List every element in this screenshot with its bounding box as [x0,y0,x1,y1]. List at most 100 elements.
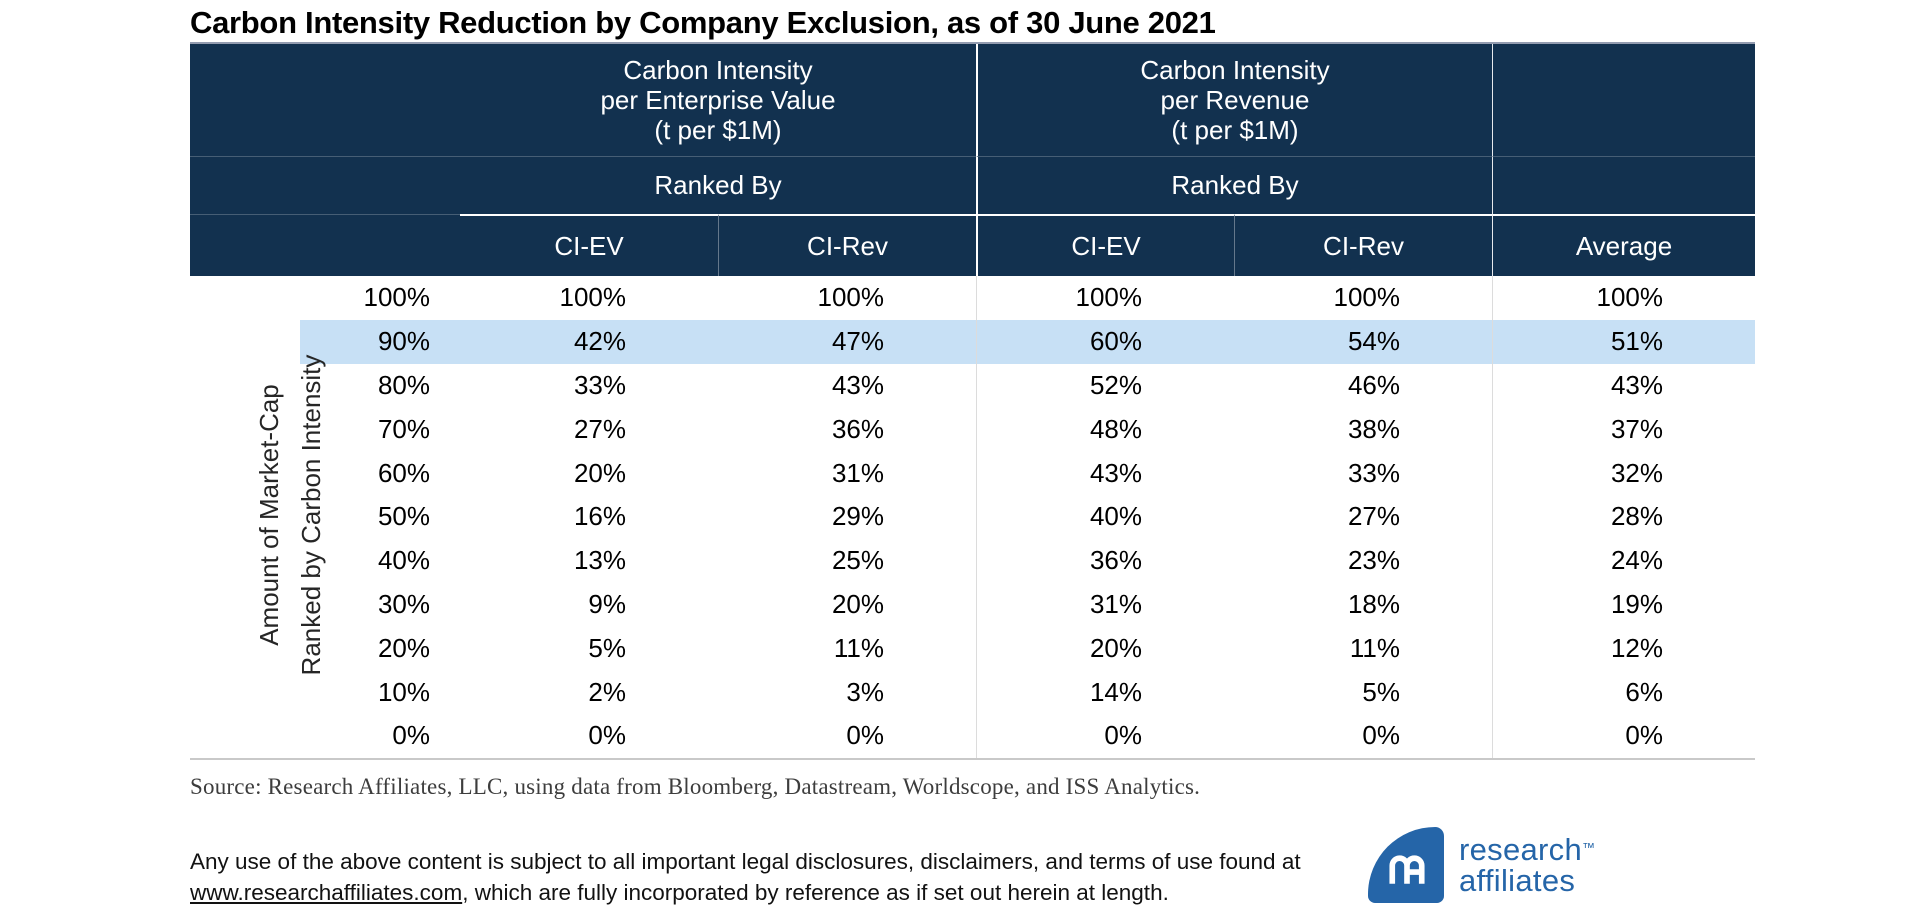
value-cell: 36% [976,538,1234,583]
trademark-symbol: ™ [1582,840,1596,855]
row-label: 90% [300,319,460,364]
row-gutter [190,670,300,714]
table-header: Carbon Intensity per Enterprise Value (t… [190,42,1755,276]
table-body: 100% 100% 100% 100% 100% 100% 90% 42% 47% 60% 54% 5… [190,276,1755,760]
legal-line1: Any use of the above content is subject … [190,848,1301,874]
ranked-by-spacer [190,156,460,214]
value-cell: 47% [718,319,976,364]
value-cell: 19% [1492,582,1755,627]
value-cell: 11% [833,632,884,663]
ra-monogram-icon [1389,855,1425,884]
value-cell: 16% [573,501,626,532]
group1-line3: (t per $1M) [654,115,782,145]
value-cell: 51% [1492,319,1755,364]
group1-line1: Carbon Intensity [623,55,813,85]
ranked-by-group2: Ranked By [976,156,1492,214]
row-label: 80% [377,369,430,400]
value-cell: 42% [460,319,718,364]
logo-wordmark: research™ affiliates [1459,834,1595,896]
value-cell: 100% [559,282,627,313]
value-cell: 13% [573,545,626,576]
value-cell: 33% [1347,457,1400,488]
logo-word-affiliates: affiliates [1459,863,1576,898]
column-header-ci-ev-2: CI-EV [976,214,1234,276]
value-cell: 20% [976,626,1234,671]
value-cell: 31% [831,457,884,488]
value-cell: 33% [573,369,626,400]
value-cell: 24% [1492,538,1755,583]
value-cell: 43% [976,451,1234,495]
value-cell: 100% [976,276,1234,320]
group-header-ci-ev: Carbon Intensity per Enterprise Value (t… [460,44,976,156]
value-cell: 12% [1492,626,1755,671]
row-gutter [190,495,300,539]
figure-title: Carbon Intensity Reduction by Company Ex… [190,5,1216,40]
ra-logo-mark [1368,827,1444,903]
value-cell: 27% [1347,501,1400,532]
value-cell: 54% [1234,319,1492,364]
row-label: 70% [377,413,430,444]
group2-line3: (t per $1M) [1171,115,1299,145]
ranked-by-group1: Ranked By [460,156,976,214]
value-cell: 23% [1347,545,1400,576]
row-gutter [190,320,300,364]
row-label: 40% [377,545,430,576]
group-header-ci-rev: Carbon Intensity per Revenue (t per $1M) [976,44,1492,156]
carbon-intensity-table: Carbon Intensity per Enterprise Value (t… [190,42,1755,760]
value-cell: 0% [1492,713,1755,758]
row-gutter [190,626,300,670]
row-gutter [190,364,300,408]
row-gutter [190,407,300,451]
value-cell: 60% [976,319,1234,364]
value-cell: 20% [831,588,884,619]
row-label: 30% [377,588,430,619]
value-cell: 36% [831,413,884,444]
logo-word-research: research™ [1459,832,1596,867]
header-empty-top-right [1492,44,1755,156]
row-label: 50% [377,501,430,532]
research-affiliates-logo: research™ affiliates [1368,827,1595,903]
value-cell: 0% [1362,720,1400,751]
value-cell: 100% [817,282,885,313]
group2-line1: Carbon Intensity [1140,55,1330,85]
value-cell: 100% [1492,276,1755,320]
legal-line2: , which are fully incorporated by refere… [462,879,1169,905]
value-cell: 43% [831,369,884,400]
research-affiliates-link[interactable]: www.researchaffiliates.com [190,879,463,905]
value-cell: 20% [573,457,626,488]
group1-line2: per Enterprise Value [600,85,836,115]
value-cell: 43% [1492,363,1755,408]
row-label: 0% [392,720,430,751]
row-label: 100% [363,282,431,313]
value-cell: 38% [1347,413,1400,444]
value-cell: 48% [976,407,1234,452]
value-cell: 100% [1333,282,1401,313]
value-cell: 5% [1362,676,1400,707]
value-cell: 27% [573,413,626,444]
figure: Carbon Intensity Reduction by Company Ex… [190,6,1755,908]
value-cell: 25% [831,545,884,576]
header-corner-cell [190,44,460,156]
row-gutter [190,276,300,320]
value-cell: 0% [588,720,626,751]
group2-line2: per Revenue [1160,85,1310,115]
row-label: 60% [377,457,430,488]
source-line: Source: Research Affiliates, LLC, using … [190,773,1201,799]
value-cell: 28% [1492,494,1755,539]
value-cell: 52% [976,363,1234,408]
row-label: 20% [377,632,430,663]
legal-disclaimer: Any use of the above content is subject … [190,846,1370,908]
value-cell: 2% [588,676,626,707]
ranked-by-empty-right [1492,156,1755,214]
value-cell: 14% [976,670,1234,714]
value-cell: 40% [976,494,1234,539]
column-header-ci-rev-1: CI-Rev [718,214,976,276]
value-cell: 9% [588,588,626,619]
value-cell: 0% [976,713,1234,758]
value-cell: 6% [1492,670,1755,714]
column-header-spacer [190,214,460,276]
column-header-average: Average [1492,214,1755,276]
value-cell: 46% [1347,369,1400,400]
row-gutter [190,583,300,627]
row-gutter [190,451,300,495]
